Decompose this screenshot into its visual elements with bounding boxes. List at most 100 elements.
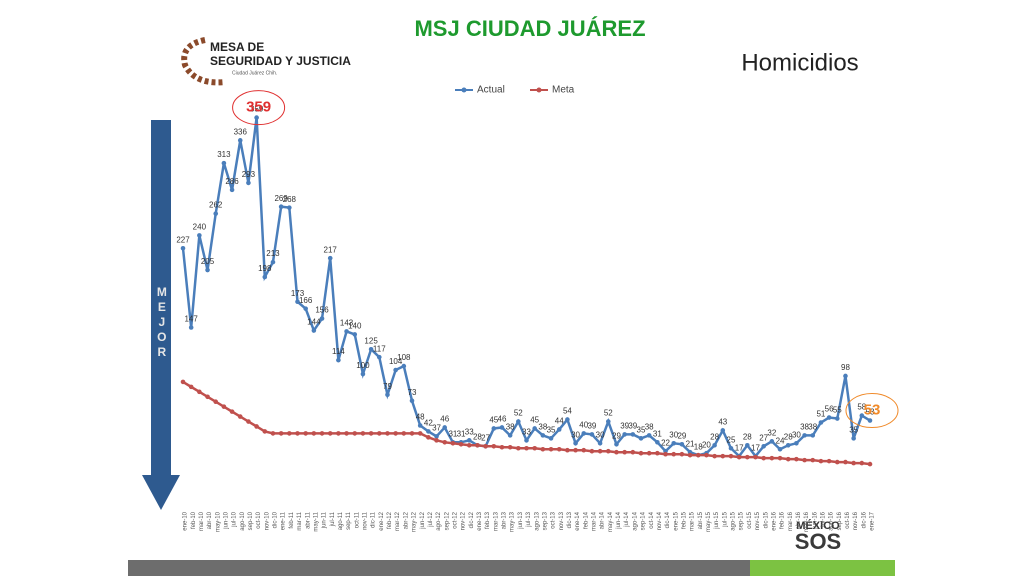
data-point bbox=[745, 454, 750, 460]
highlight-label: 359 bbox=[246, 99, 271, 116]
data-label: 29 bbox=[677, 431, 686, 440]
data-label: 46 bbox=[440, 415, 449, 424]
data-label: 48 bbox=[416, 413, 425, 422]
arrow-head bbox=[142, 475, 180, 510]
data-label: 38 bbox=[645, 422, 654, 431]
data-point bbox=[655, 440, 660, 445]
data-point bbox=[197, 233, 202, 238]
data-point bbox=[777, 446, 783, 452]
data-label: 108 bbox=[397, 353, 411, 362]
data-point bbox=[843, 459, 848, 465]
x-tick-label: ene-13 bbox=[477, 511, 483, 530]
data-point bbox=[466, 438, 472, 443]
x-tick-label: dic-15 bbox=[763, 511, 769, 528]
data-label: 40 bbox=[579, 421, 588, 430]
logo-subtext: Ciudad Juárez Chih. bbox=[232, 70, 277, 76]
data-point bbox=[409, 398, 415, 404]
data-point bbox=[818, 458, 824, 464]
data-point bbox=[671, 441, 677, 446]
x-tick-label: ago-10 bbox=[240, 511, 246, 530]
data-label: 33 bbox=[465, 427, 474, 436]
data-point bbox=[720, 453, 726, 459]
x-tick-label: sep-10 bbox=[248, 511, 254, 530]
x-tick-label: ene-17 bbox=[870, 511, 876, 530]
x-tick-label: jun-13 bbox=[518, 511, 524, 529]
data-label: 58 bbox=[857, 403, 866, 412]
x-tick-label: sep-11 bbox=[346, 511, 352, 530]
data-label: 22 bbox=[661, 438, 670, 447]
data-point bbox=[802, 433, 807, 438]
data-point bbox=[385, 392, 390, 398]
data-point bbox=[516, 445, 521, 451]
x-tick-label: abr-11 bbox=[305, 511, 311, 529]
data-point bbox=[507, 444, 513, 450]
data-point bbox=[695, 452, 701, 458]
slide-subtitle: Homicidios bbox=[741, 49, 858, 76]
data-point bbox=[237, 138, 243, 143]
data-label: 240 bbox=[193, 223, 207, 232]
data-point bbox=[597, 441, 603, 446]
x-tick-label: may-14 bbox=[608, 511, 614, 532]
x-tick-label: ene-14 bbox=[575, 511, 581, 530]
x-tick-label: jul-13 bbox=[526, 511, 532, 527]
data-label: 79 bbox=[383, 382, 392, 391]
x-tick-label: feb-15 bbox=[681, 511, 687, 529]
data-label: 28 bbox=[473, 432, 482, 441]
x-tick-label: jul-11 bbox=[330, 511, 336, 527]
data-point bbox=[344, 431, 349, 436]
data-point bbox=[777, 455, 783, 461]
data-point bbox=[393, 431, 398, 436]
x-tick-label: oct-14 bbox=[649, 511, 655, 528]
legend-label: Actual bbox=[477, 85, 505, 96]
data-point bbox=[319, 316, 325, 321]
data-point bbox=[442, 440, 448, 445]
data-point bbox=[622, 432, 627, 437]
x-tick-label: sep-13 bbox=[542, 511, 548, 530]
data-label: 33 bbox=[522, 427, 531, 436]
data-point bbox=[229, 187, 235, 193]
data-point bbox=[311, 431, 317, 436]
x-tick-label: ene-12 bbox=[379, 511, 385, 530]
side-label: MEJOR bbox=[155, 285, 169, 360]
data-point bbox=[548, 436, 554, 441]
data-point bbox=[810, 433, 816, 438]
series-line bbox=[182, 380, 871, 466]
data-label: 39 bbox=[620, 421, 629, 430]
x-tick-label: ene-10 bbox=[183, 511, 189, 530]
data-point bbox=[295, 299, 300, 305]
data-point bbox=[614, 449, 619, 455]
x-tick-label: feb-10 bbox=[191, 511, 197, 529]
x-tick-label: feb-14 bbox=[583, 511, 589, 529]
x-tick-label: dic-12 bbox=[469, 511, 475, 528]
data-label: 100 bbox=[356, 361, 370, 370]
x-tick-label: mar-10 bbox=[199, 511, 205, 531]
data-point bbox=[327, 255, 333, 261]
data-point bbox=[360, 371, 366, 377]
data-point bbox=[213, 399, 219, 405]
x-tick-label: mar-13 bbox=[493, 511, 499, 531]
logo: MESA DE SEGURIDAD Y JUSTICIA Ciudad Juár… bbox=[181, 37, 351, 86]
data-label: 293 bbox=[242, 170, 256, 179]
data-label: 27 bbox=[759, 433, 768, 442]
data-point bbox=[753, 454, 758, 460]
data-point bbox=[434, 438, 439, 443]
legend-marker bbox=[461, 87, 467, 93]
data-label: 20 bbox=[702, 440, 711, 449]
x-tick-label: abr-12 bbox=[403, 511, 409, 529]
data-point bbox=[336, 431, 341, 436]
x-tick-label: ago-14 bbox=[632, 511, 638, 530]
data-label: 143 bbox=[340, 319, 354, 328]
data-label: 54 bbox=[563, 407, 572, 416]
x-tick-label: dic-11 bbox=[371, 511, 377, 528]
data-point bbox=[434, 434, 439, 439]
data-point bbox=[794, 456, 799, 462]
data-point bbox=[581, 447, 587, 453]
data-label: 98 bbox=[841, 363, 850, 372]
x-tick-label: oct-15 bbox=[747, 511, 753, 528]
data-point bbox=[417, 431, 423, 436]
data-point bbox=[605, 448, 611, 454]
data-label: 205 bbox=[201, 257, 215, 266]
data-point bbox=[736, 454, 742, 460]
data-point bbox=[761, 443, 766, 449]
